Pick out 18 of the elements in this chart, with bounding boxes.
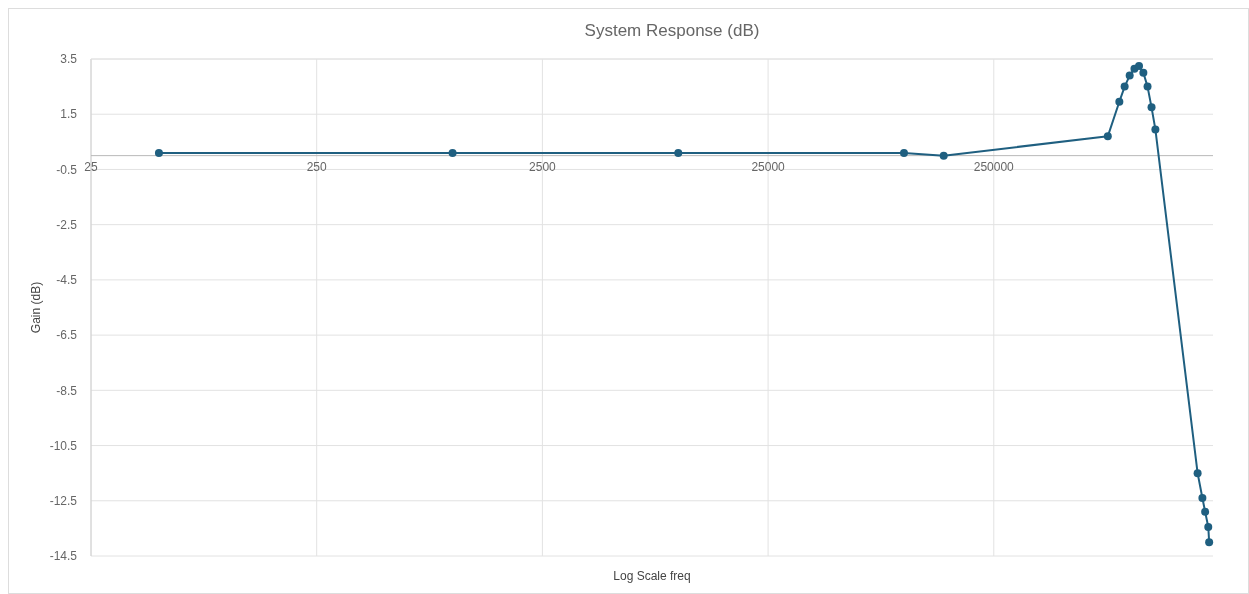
x-tick-label: 250 (306, 159, 328, 174)
y-tick-label: -8.5 (56, 383, 78, 398)
x-tick-label: 250000 (973, 159, 1015, 174)
y-tick-label: -4.5 (56, 273, 78, 288)
x-tick-label: 2500 (529, 159, 557, 174)
y-tick-label: -6.5 (56, 328, 78, 343)
y-tick-label: -12.5 (49, 493, 78, 508)
y-tick-label: -14.5 (49, 549, 78, 564)
x-tick-label: 25 (84, 159, 98, 174)
y-axis-title: Gain (dB) (29, 281, 43, 334)
y-tick-label: -10.5 (49, 438, 78, 453)
y-tick-label: -0.5 (56, 162, 78, 177)
y-tick-label: 1.5 (60, 107, 78, 122)
y-tick-label: -2.5 (56, 217, 78, 232)
x-axis-title: Log Scale freq (613, 569, 691, 583)
y-tick-label: 3.5 (60, 52, 78, 67)
x-tick-label: 25000 (751, 159, 786, 174)
chart-title: System Response (dB) (584, 21, 760, 40)
